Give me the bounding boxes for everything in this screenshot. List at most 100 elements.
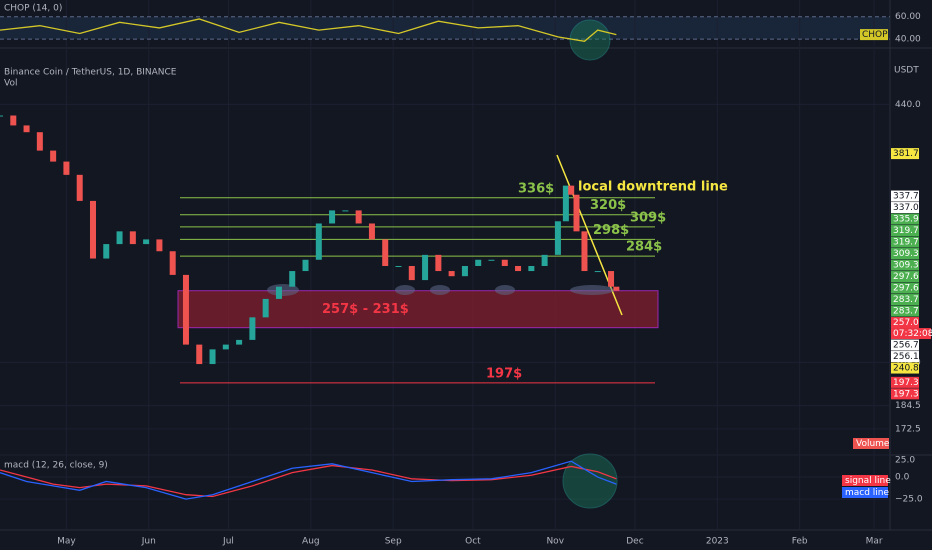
candle — [475, 259, 482, 266]
price-badge-label: 337.7 — [893, 192, 919, 202]
candle — [448, 271, 455, 277]
price-badge — [891, 248, 919, 260]
volume-label: Volume — [856, 439, 890, 449]
price-badge — [891, 376, 919, 388]
chop-band — [0, 17, 890, 39]
macd-title: macd (12, 26, close, 9) — [4, 461, 108, 471]
price-badge — [891, 317, 919, 329]
x-tick-label: Jun — [141, 537, 156, 547]
price-badge — [891, 190, 919, 202]
x-tick-label: Sep — [385, 537, 402, 547]
support-zone — [177, 290, 659, 329]
candle — [382, 239, 389, 266]
candle — [0, 115, 3, 117]
price-badge-label: 257.0 — [893, 318, 919, 328]
x-tick-label: 2023 — [706, 537, 729, 547]
y-tick-label: 172.5 — [895, 424, 921, 434]
price-badge — [891, 305, 919, 317]
price-badge — [891, 388, 919, 400]
y-tick-label: 40.00 — [895, 35, 921, 45]
candle — [63, 161, 70, 175]
price-badge — [891, 362, 919, 374]
candle — [368, 223, 375, 240]
candle — [169, 251, 176, 275]
price-badge — [891, 213, 919, 225]
candle — [275, 286, 282, 299]
candle — [289, 271, 296, 287]
candle — [355, 210, 362, 224]
price-badge-label: 319.7 — [893, 226, 919, 236]
series-line — [0, 464, 617, 498]
candle — [23, 125, 30, 133]
price-badge-label: 240.8 — [893, 364, 919, 374]
candle — [302, 259, 309, 272]
price-badge-label: 197.3 — [893, 389, 919, 399]
main-title: Binance Coin / TetherUS, 1D, BINANCE — [4, 68, 177, 78]
candle — [129, 231, 136, 245]
zone-label: 257$ - 231$ — [322, 302, 409, 317]
candle — [182, 274, 189, 345]
candle — [488, 259, 495, 261]
candle — [143, 239, 150, 245]
price-badge — [891, 351, 919, 363]
candle — [262, 298, 269, 318]
price-badge-label: 337.0 — [893, 203, 919, 213]
candle — [50, 150, 57, 162]
level-label: 336$ — [518, 181, 554, 196]
candle — [76, 174, 83, 201]
candle — [329, 210, 336, 224]
x-tick-label: Oct — [465, 537, 481, 547]
series-line — [0, 18, 617, 42]
price-badge — [891, 339, 919, 351]
candle — [581, 231, 588, 272]
chop-title: CHOP (14, 0) — [4, 4, 62, 14]
candle — [608, 271, 615, 287]
annotation: local downtrend line — [578, 180, 728, 195]
candle — [613, 286, 620, 291]
series-line — [0, 460, 617, 500]
y-tick-label: 0.0 — [895, 473, 910, 483]
x-tick-label: Jul — [222, 537, 234, 547]
candle — [249, 317, 256, 340]
candle — [515, 265, 522, 272]
y-tick-label: 440.0 — [895, 100, 921, 110]
level-label: 298$ — [593, 223, 629, 238]
candle — [461, 265, 468, 277]
legend-badge — [860, 29, 888, 41]
price-badge-label: 319.7 — [893, 238, 919, 248]
candle — [103, 244, 110, 259]
candle — [156, 239, 163, 252]
price-badge — [891, 202, 919, 214]
candle — [408, 265, 415, 281]
price-badge-label: 283.7 — [893, 295, 919, 305]
legend-label: macd line — [845, 488, 890, 498]
price-badge — [891, 282, 919, 294]
candle — [315, 223, 322, 260]
candle — [196, 344, 203, 365]
candle — [236, 339, 243, 345]
candle — [573, 194, 580, 232]
price-badge-label: 256.1 — [893, 352, 919, 362]
candle — [222, 344, 229, 350]
level-label: 284$ — [626, 240, 662, 255]
price-badge-label: 309.3 — [893, 261, 919, 271]
candle — [10, 115, 17, 126]
y-tick-label: 25.0 — [895, 456, 915, 466]
candle — [568, 185, 575, 195]
axis-unit: USDT — [894, 66, 919, 76]
price-badge-label: 197.3 — [893, 378, 919, 388]
volume-badge — [853, 438, 889, 449]
y-tick-label: 184.5 — [895, 401, 921, 411]
overlays — [0, 0, 890, 530]
price-badge-label: 297.6 — [893, 272, 919, 282]
price-badge-label: 309.3 — [893, 249, 919, 259]
level-label: 197$ — [486, 366, 522, 381]
price-badge-label: 297.6 — [893, 284, 919, 294]
countdown-badge — [891, 328, 931, 340]
level-label: 309$ — [630, 210, 666, 225]
price-badge — [891, 225, 919, 237]
x-tick-label: Nov — [546, 537, 564, 547]
candle — [554, 221, 561, 255]
x-tick-label: Aug — [302, 537, 320, 547]
